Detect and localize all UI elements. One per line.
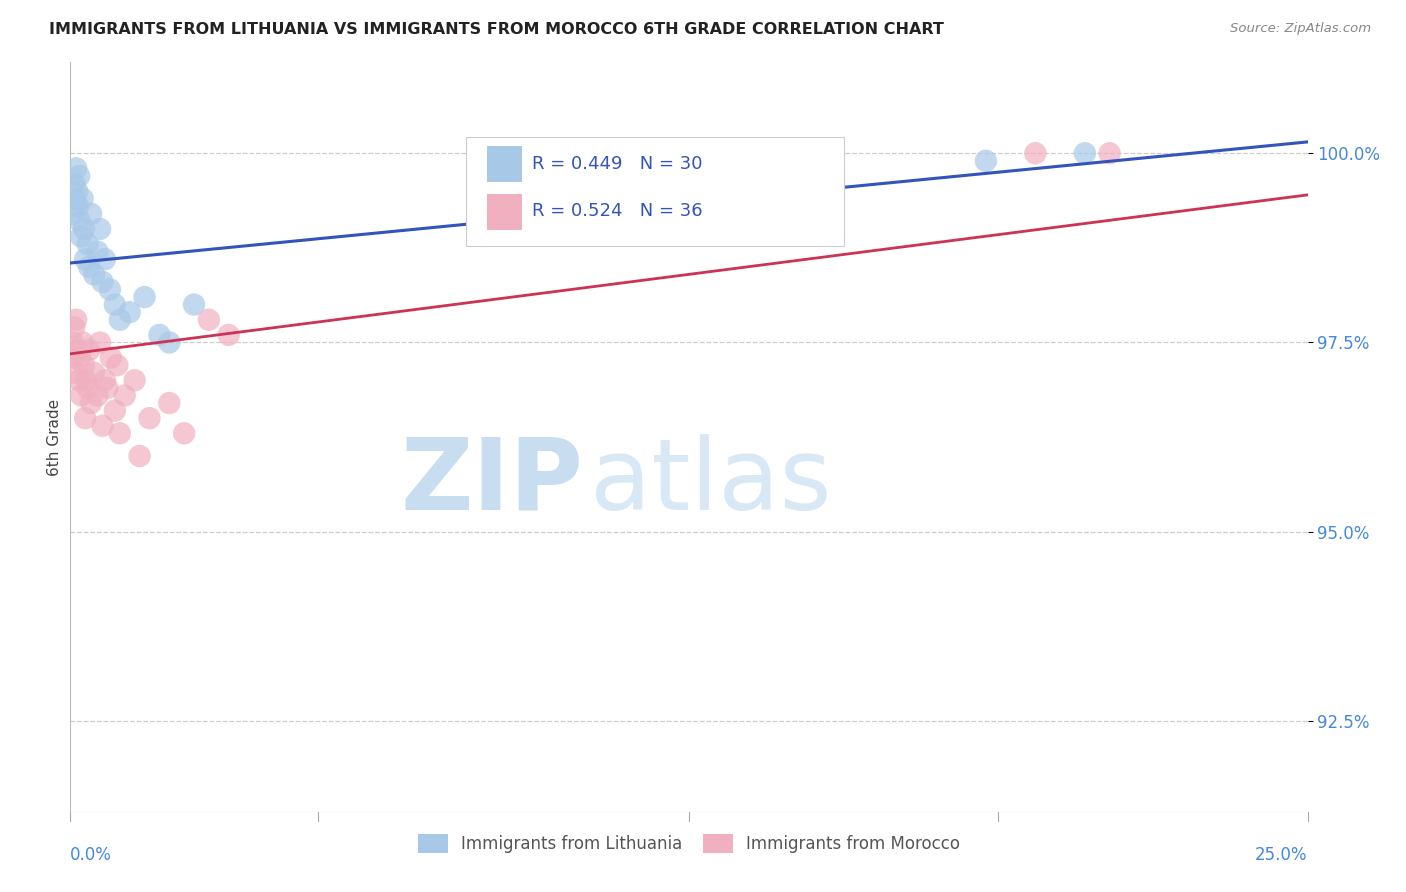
Point: [72, 335, 94, 350]
Point: [65, 312, 87, 326]
Point: [76, 237, 98, 252]
Point: [157, 396, 180, 410]
Point: [94, 373, 117, 387]
Point: [72, 192, 94, 206]
Point: [218, 327, 240, 342]
Text: 0.0%: 0.0%: [70, 846, 112, 863]
FancyBboxPatch shape: [467, 137, 844, 246]
Point: [100, 351, 122, 365]
Point: [138, 411, 160, 425]
Point: [134, 290, 156, 304]
Point: [70, 388, 93, 402]
FancyBboxPatch shape: [488, 194, 522, 229]
Point: [89, 335, 111, 350]
Point: [183, 298, 205, 312]
Point: [1074, 146, 1097, 161]
Point: [198, 312, 221, 326]
Point: [86, 244, 108, 259]
Point: [94, 252, 117, 267]
Point: [1098, 146, 1121, 161]
Point: [63, 320, 86, 334]
Text: Source: ZipAtlas.com: Source: ZipAtlas.com: [1230, 22, 1371, 36]
Point: [63, 177, 86, 191]
Point: [70, 229, 93, 244]
Point: [80, 207, 103, 221]
Point: [62, 207, 84, 221]
Text: 25.0%: 25.0%: [1256, 846, 1308, 863]
Point: [91, 418, 114, 433]
Point: [104, 403, 127, 417]
Point: [73, 358, 96, 372]
Point: [75, 411, 97, 425]
Point: [108, 426, 131, 441]
Point: [60, 335, 83, 350]
Point: [77, 343, 100, 357]
Point: [65, 366, 87, 380]
Point: [76, 381, 98, 395]
Point: [69, 351, 91, 365]
Text: R = 0.524   N = 36: R = 0.524 N = 36: [531, 202, 703, 219]
Legend: Immigrants from Lithuania, Immigrants from Morocco: Immigrants from Lithuania, Immigrants fr…: [412, 827, 966, 860]
Point: [91, 275, 114, 289]
Point: [62, 351, 84, 365]
Point: [157, 335, 180, 350]
Point: [89, 222, 111, 236]
Point: [67, 199, 90, 213]
Point: [73, 222, 96, 236]
Point: [83, 366, 105, 380]
Text: IMMIGRANTS FROM LITHUANIA VS IMMIGRANTS FROM MOROCCO 6TH GRADE CORRELATION CHART: IMMIGRANTS FROM LITHUANIA VS IMMIGRANTS …: [49, 22, 943, 37]
Point: [83, 268, 105, 282]
Point: [75, 252, 97, 267]
Text: R = 0.449   N = 30: R = 0.449 N = 30: [531, 154, 703, 172]
Point: [104, 298, 127, 312]
Point: [77, 260, 100, 274]
Text: atlas: atlas: [591, 434, 831, 531]
Point: [67, 373, 90, 387]
Point: [114, 388, 136, 402]
Point: [66, 184, 89, 198]
Text: ZIP: ZIP: [401, 434, 583, 531]
Point: [108, 312, 131, 326]
Point: [173, 426, 195, 441]
Point: [105, 358, 128, 372]
Point: [65, 161, 87, 176]
Point: [86, 388, 108, 402]
Point: [75, 373, 97, 387]
Point: [974, 153, 997, 168]
Point: [66, 343, 89, 357]
Point: [65, 192, 87, 206]
Point: [98, 283, 121, 297]
Point: [118, 305, 141, 319]
Point: [80, 396, 103, 410]
Point: [124, 373, 146, 387]
FancyBboxPatch shape: [488, 146, 522, 182]
Point: [96, 381, 118, 395]
Point: [1024, 146, 1046, 161]
Y-axis label: 6th Grade: 6th Grade: [46, 399, 62, 475]
Point: [128, 449, 150, 463]
Point: [148, 327, 170, 342]
Point: [67, 169, 90, 183]
Point: [69, 214, 91, 228]
